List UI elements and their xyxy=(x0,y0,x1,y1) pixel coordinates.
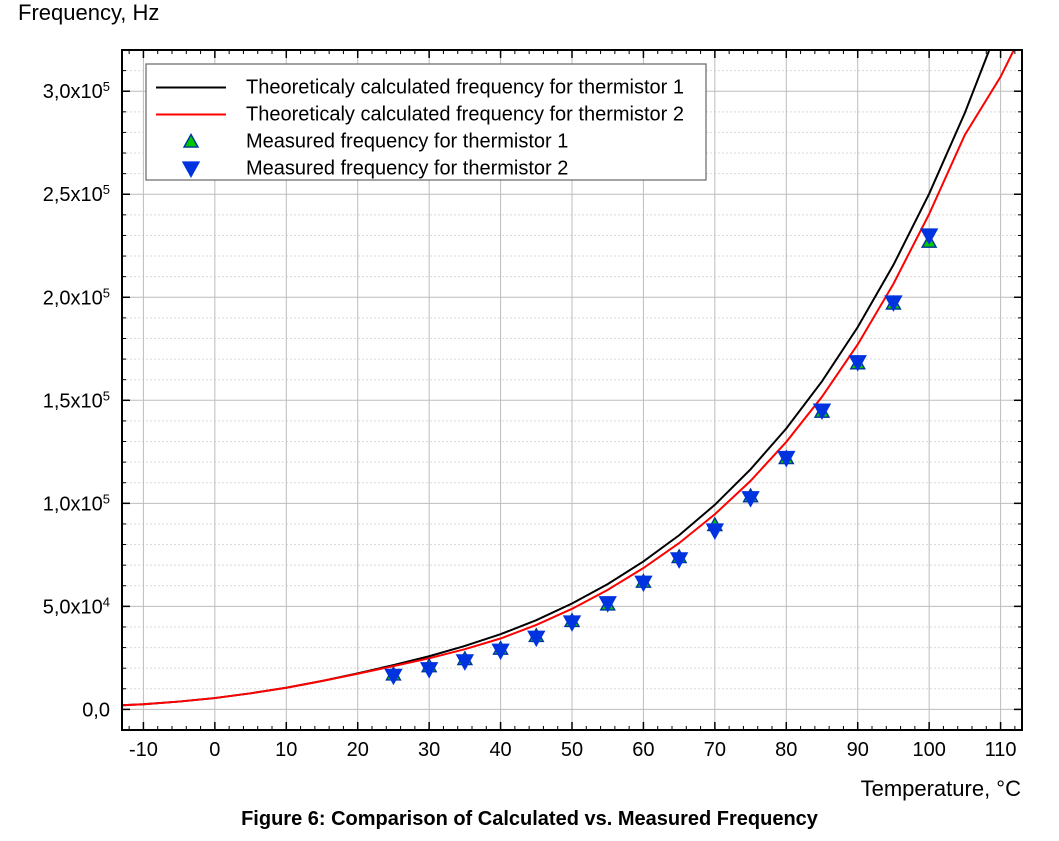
svg-text:-10: -10 xyxy=(129,739,158,761)
svg-text:Measured frequency for thermis: Measured frequency for thermistor 2 xyxy=(246,158,568,180)
svg-text:0,0: 0,0 xyxy=(82,699,110,721)
svg-text:Theoreticaly calculated freque: Theoreticaly calculated frequency for th… xyxy=(246,104,684,126)
svg-text:Measured frequency for thermis: Measured frequency for thermistor 1 xyxy=(246,131,568,153)
svg-text:10: 10 xyxy=(275,739,297,761)
svg-text:2,5x105: 2,5x105 xyxy=(43,182,110,207)
svg-text:100: 100 xyxy=(912,739,945,761)
svg-text:30: 30 xyxy=(418,739,440,761)
x-axis-title: Temperature, °C xyxy=(861,776,1021,802)
y-axis-title: Frequency, Hz xyxy=(18,0,159,26)
svg-text:40: 40 xyxy=(489,739,511,761)
svg-text:60: 60 xyxy=(632,739,654,761)
svg-text:80: 80 xyxy=(775,739,797,761)
svg-text:2,0x105: 2,0x105 xyxy=(43,285,110,310)
svg-text:90: 90 xyxy=(847,739,869,761)
svg-text:3,0x105: 3,0x105 xyxy=(43,79,110,104)
chart-plot: -10 0 10 20 30 40 50 60 70 80 90 100 110 0,0 5,0x104 1,… xyxy=(0,0,1059,790)
svg-text:Theoreticaly calculated freque: Theoreticaly calculated frequency for th… xyxy=(246,77,684,99)
svg-text:110: 110 xyxy=(985,739,1017,761)
svg-text:70: 70 xyxy=(704,739,726,761)
svg-text:1,0x105: 1,0x105 xyxy=(43,491,110,516)
svg-text:5,0x104: 5,0x104 xyxy=(43,594,110,619)
svg-text:1,5x105: 1,5x105 xyxy=(43,388,110,413)
figure-container: Frequency, Hz -10 0 10 20 30 40 50 60 70 80 90 100 1… xyxy=(0,0,1059,841)
svg-text:20: 20 xyxy=(347,739,369,761)
figure-caption: Figure 6: Comparison of Calculated vs. M… xyxy=(0,808,1059,831)
svg-text:50: 50 xyxy=(561,739,583,761)
legend: Theoreticaly calculated frequency for th… xyxy=(146,64,706,180)
svg-text:0: 0 xyxy=(209,739,220,761)
